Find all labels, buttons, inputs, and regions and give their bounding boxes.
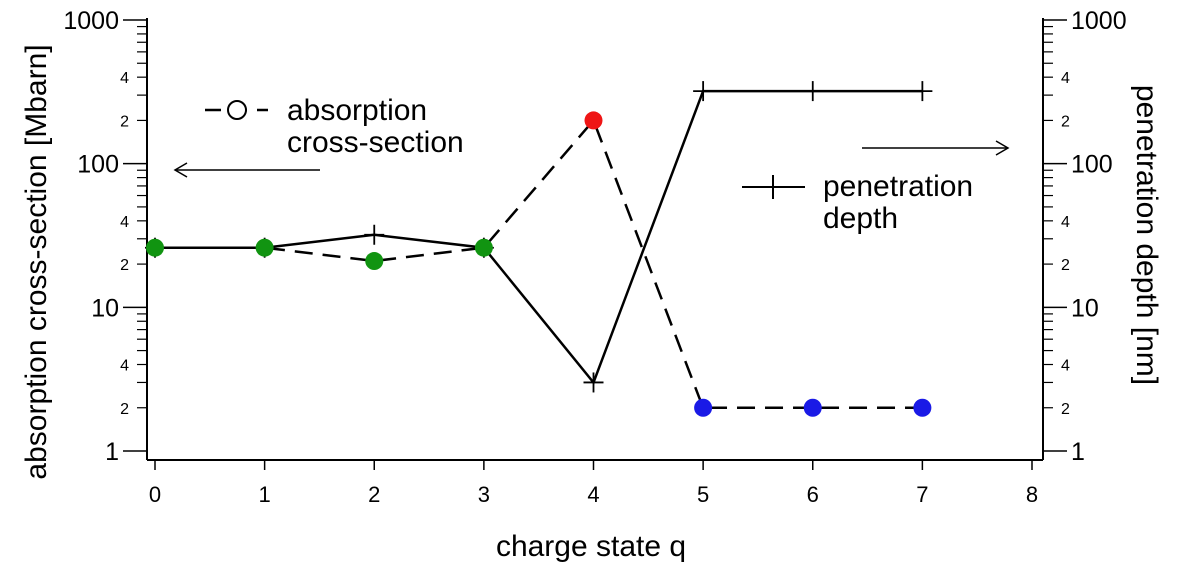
series-group — [145, 81, 933, 417]
y-major-tick-label-left: 1000 — [63, 7, 119, 35]
y-minor-tick-label-left: 2 — [120, 113, 129, 130]
arrow-right-head — [995, 140, 1010, 156]
absorption-point — [803, 398, 822, 417]
y-major-tick-label-left: 10 — [91, 294, 119, 322]
x-tick-label: 6 — [807, 482, 819, 507]
axes-group — [146, 18, 1044, 461]
x-tick-label: 8 — [1026, 482, 1038, 507]
y-major-tick-label-left: 1 — [105, 438, 119, 466]
annotations-group — [173, 140, 1010, 178]
legend-penetration-label-1: penetration — [823, 170, 973, 203]
absorption-point — [255, 238, 274, 257]
y-minor-tick-label-right: 4 — [1061, 214, 1070, 231]
y-major-tick-label-right: 1 — [1071, 438, 1085, 466]
absorption-point — [913, 398, 932, 417]
y-axis-title-right: penetration depth [nm] — [1130, 85, 1163, 385]
legend-absorption-label-2: cross-section — [287, 126, 464, 159]
legend-penetration-label-2: depth — [823, 202, 898, 235]
y-minor-tick-label-right: 2 — [1061, 113, 1070, 130]
y-minor-tick-label-left: 2 — [120, 257, 129, 274]
absorption-point — [365, 252, 384, 271]
legend-absorption-marker — [227, 100, 247, 120]
y-minor-tick-label-left: 2 — [120, 401, 129, 418]
legend-absorption-label-1: absorption — [287, 94, 427, 127]
series-line-penetration — [155, 89, 923, 385]
x-tick-label: 0 — [149, 482, 161, 507]
x-tick-label: 7 — [916, 482, 928, 507]
y-major-tick-label-right: 10 — [1071, 294, 1099, 322]
y-minor-tick-label-left: 4 — [120, 70, 129, 87]
legend-group: absorption cross-section penetration dep… — [205, 94, 973, 235]
ticks-group: 0 1 2 3 4 5 6 7 8 1 1 10 10 100 100 1000 1000 2 2 4 4 2 2 4 4 2 2 4… — [63, 7, 1126, 507]
y-minor-tick-label-right: 2 — [1061, 401, 1070, 418]
x-tick-label: 1 — [259, 482, 271, 507]
y-major-tick-label-right: 1000 — [1071, 7, 1127, 35]
x-tick-label: 2 — [368, 482, 380, 507]
x-axis-title: charge state q — [496, 530, 686, 563]
absorption-point — [584, 111, 603, 130]
y-major-tick-label-right: 100 — [1071, 151, 1113, 179]
y-minor-tick-label-left: 4 — [120, 358, 129, 375]
x-tick-label: 3 — [478, 482, 490, 507]
x-tick-label: 4 — [587, 482, 599, 507]
absorption-point — [694, 398, 713, 417]
absorption-point — [474, 238, 493, 257]
arrow-left-head — [173, 162, 188, 178]
y-minor-tick-label-right: 4 — [1061, 358, 1070, 375]
y-axis-title-left: absorption cross-section [Mbarn] — [20, 44, 53, 479]
y-minor-tick-label-right: 2 — [1061, 257, 1070, 274]
y-minor-tick-label-right: 4 — [1061, 70, 1070, 87]
series-line-absorption — [155, 117, 923, 410]
y-minor-tick-label-left: 4 — [120, 214, 129, 231]
y-major-tick-label-left: 100 — [77, 151, 119, 179]
absorption-point — [146, 238, 164, 257]
x-tick-label: 5 — [697, 482, 709, 507]
